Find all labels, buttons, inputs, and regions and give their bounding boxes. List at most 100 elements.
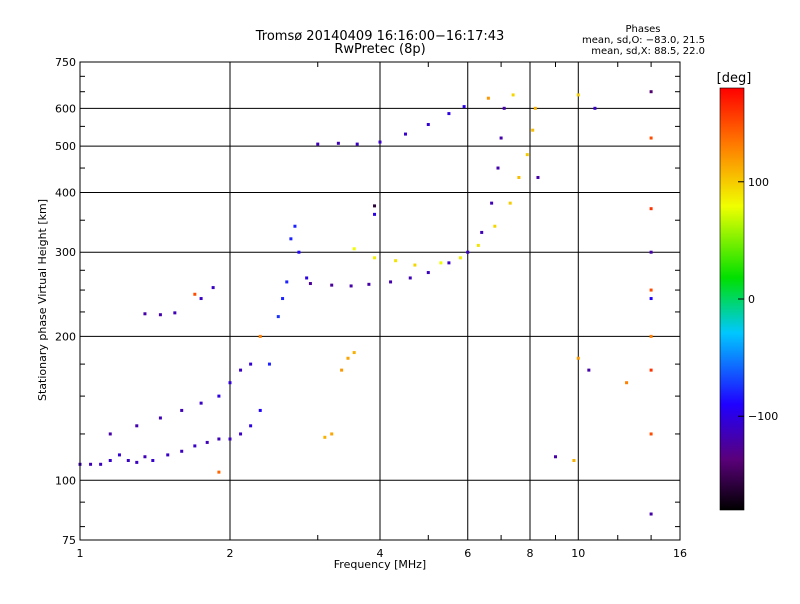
phase-box-title: Phases xyxy=(625,24,660,35)
echo-point xyxy=(576,356,580,360)
echo-point xyxy=(367,282,371,286)
echo-point xyxy=(649,288,653,292)
echo-point xyxy=(173,311,177,315)
echo-point xyxy=(413,263,417,267)
plot-grid xyxy=(80,62,680,540)
y-tick-label: 100 xyxy=(55,474,76,487)
echo-point xyxy=(536,175,540,179)
echo-point xyxy=(649,297,653,301)
echo-point xyxy=(293,224,297,228)
echo-point xyxy=(531,128,535,132)
echo-point xyxy=(447,261,451,265)
echo-point xyxy=(352,351,356,355)
echo-point xyxy=(426,271,430,275)
echo-point xyxy=(258,408,262,412)
x-tick-label: 2 xyxy=(227,547,234,560)
x-tick-label: 10 xyxy=(571,547,585,560)
echo-point xyxy=(462,105,466,109)
chart-title: Tromsø 20140409 16:16:00−16:17:43 xyxy=(255,29,505,44)
echo-point xyxy=(476,243,480,247)
colorbar-tick-label: −100 xyxy=(748,410,778,423)
echo-point xyxy=(458,256,462,260)
echo-point xyxy=(352,247,356,251)
echo-point xyxy=(143,312,147,316)
echo-point xyxy=(158,416,162,420)
echo-point xyxy=(533,106,537,110)
echo-point xyxy=(403,132,407,136)
echo-point xyxy=(502,106,506,110)
echo-point xyxy=(126,458,130,462)
echo-point xyxy=(143,455,147,459)
echo-point xyxy=(180,408,184,412)
echo-point xyxy=(217,394,221,398)
echo-point xyxy=(649,136,653,140)
echo-point xyxy=(346,356,350,360)
echo-point xyxy=(330,283,334,287)
colorbar-tick-label: 0 xyxy=(748,293,755,306)
echo-point xyxy=(649,250,653,254)
echo-point xyxy=(249,424,253,428)
echo-point xyxy=(228,381,232,385)
x-tick-label: 4 xyxy=(377,547,384,560)
x-tick-label: 6 xyxy=(464,547,471,560)
echo-point xyxy=(486,96,490,100)
echo-point xyxy=(151,458,155,462)
echo-point xyxy=(525,153,529,157)
y-tick-label: 500 xyxy=(55,140,76,153)
echo-point xyxy=(649,512,653,516)
echo-point xyxy=(239,368,243,372)
echo-point xyxy=(349,284,353,288)
echo-point xyxy=(228,437,232,441)
echo-point xyxy=(180,449,184,453)
echo-point xyxy=(493,224,497,228)
y-tick-label: 200 xyxy=(55,330,76,343)
echo-point xyxy=(135,424,139,428)
echo-point xyxy=(117,453,121,457)
echo-point xyxy=(447,112,451,116)
echo-point xyxy=(211,286,215,290)
axis-ticks: 1 2 4 6 8 10 16 75 100 200 300 400 500 600 750 xyxy=(55,56,687,560)
echo-point xyxy=(267,362,271,366)
phase-box-o: mean, sd,O: −83.0, 21.5 xyxy=(582,35,705,46)
echo-point xyxy=(439,261,443,265)
echo-point xyxy=(480,230,484,234)
echo-point xyxy=(289,237,293,241)
echo-point xyxy=(576,93,580,97)
chart-subtitle: RwPretec (8p) xyxy=(334,42,425,57)
echo-point xyxy=(239,432,243,436)
echo-point xyxy=(553,455,557,459)
echo-point xyxy=(285,280,289,284)
colorbar-label: [deg] xyxy=(717,71,752,86)
phase-box-x: mean, sd,X: 88.5, 22.0 xyxy=(591,46,705,57)
echo-point xyxy=(108,432,112,436)
echo-point xyxy=(373,204,377,208)
echo-point xyxy=(511,93,515,97)
echo-point xyxy=(508,201,512,205)
echo-point xyxy=(466,250,470,254)
echo-point xyxy=(649,334,653,338)
echo-point xyxy=(281,297,285,301)
echo-point xyxy=(205,440,209,444)
plot-frame xyxy=(79,61,681,541)
echo-point xyxy=(517,175,521,179)
echo-point xyxy=(649,207,653,211)
echo-point xyxy=(217,437,221,441)
echo-point xyxy=(649,432,653,436)
echo-point xyxy=(276,315,280,319)
echo-point xyxy=(258,334,262,338)
echo-point xyxy=(389,280,393,284)
echo-point xyxy=(394,259,398,263)
echo-point xyxy=(373,212,377,216)
echo-point xyxy=(323,435,327,439)
echo-point xyxy=(193,444,197,448)
echo-point xyxy=(316,142,320,146)
echo-point xyxy=(649,90,653,94)
echo-point xyxy=(408,276,412,280)
echo-point xyxy=(199,297,203,301)
y-tick-label: 75 xyxy=(62,534,76,547)
echo-point xyxy=(249,362,253,366)
echo-point xyxy=(373,256,377,260)
echo-point xyxy=(572,458,576,462)
